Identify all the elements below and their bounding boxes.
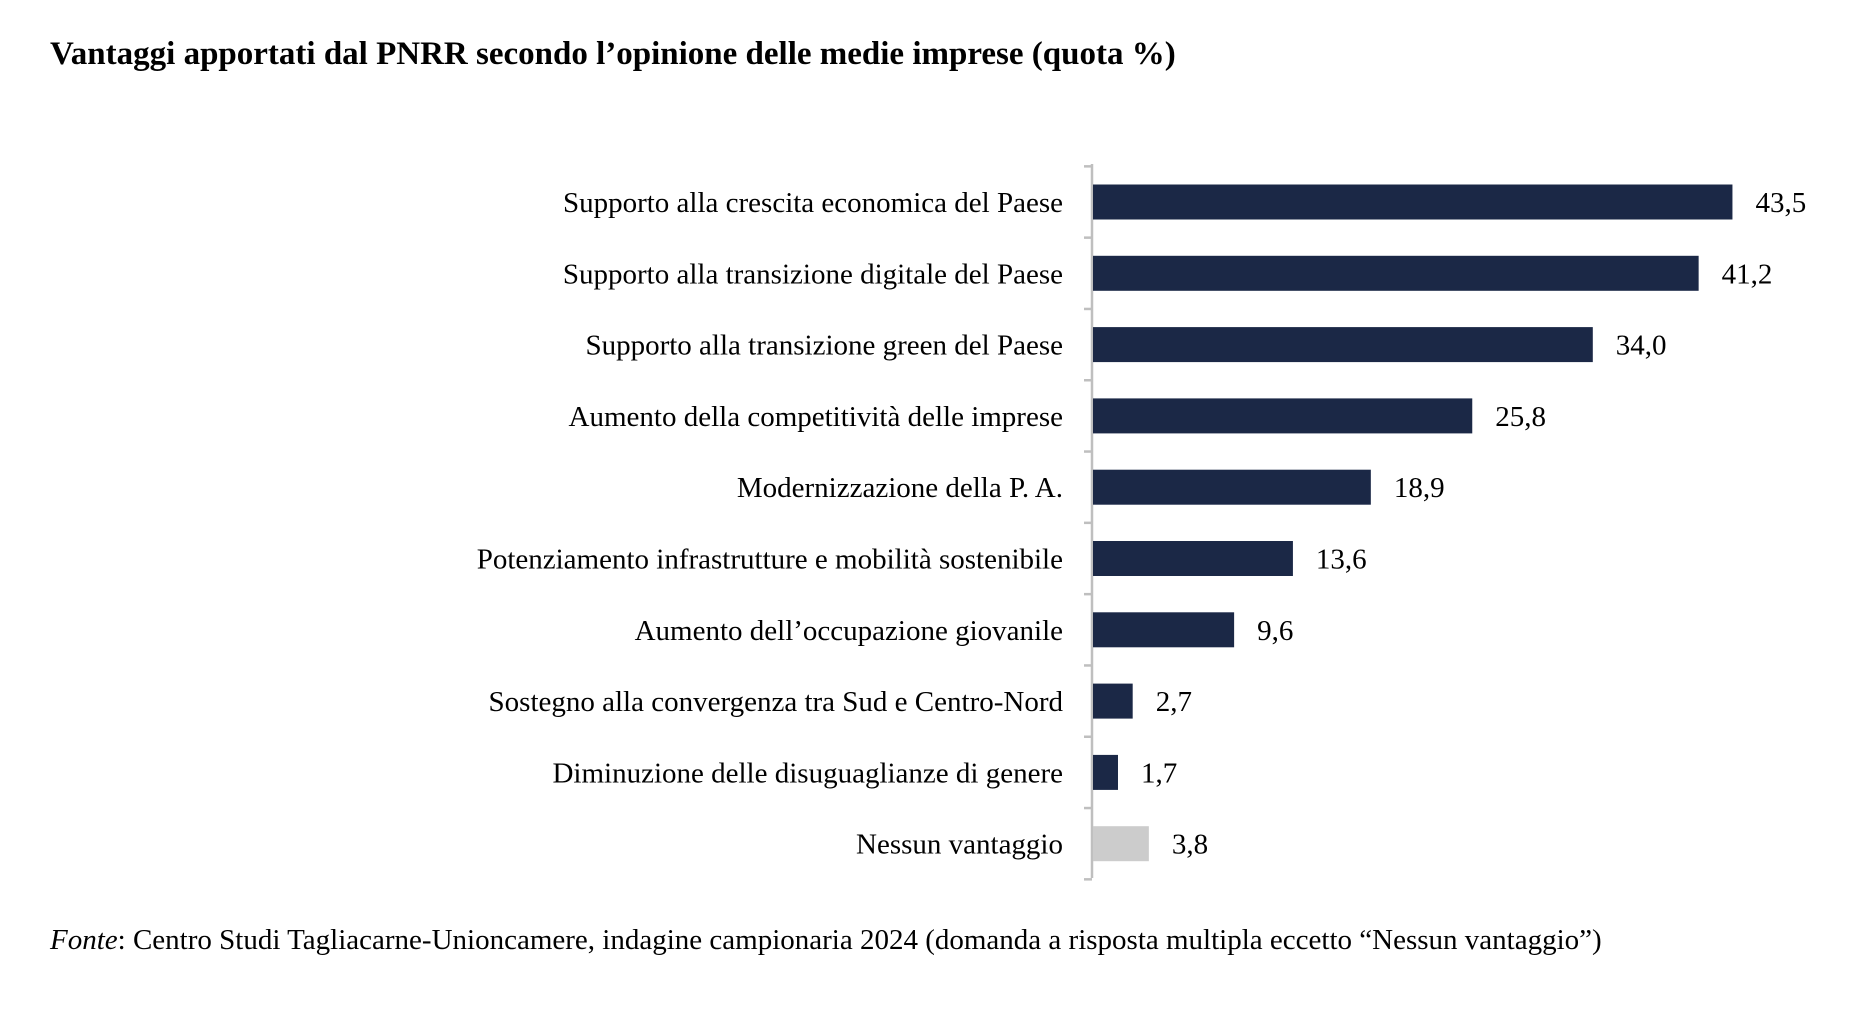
bar [1093, 683, 1133, 719]
bar [1093, 398, 1473, 434]
bar [1093, 327, 1593, 363]
bar [1093, 754, 1118, 790]
bar [1093, 612, 1235, 648]
bar [1093, 541, 1293, 576]
category-label: Nessun vantaggio [856, 829, 1063, 861]
value-label: 2,7 [1156, 686, 1192, 718]
chart-title: Vantaggi apportati dal PNRR secondo l’op… [50, 36, 1176, 72]
category-label: Sostegno alla convergenza tra Sud e Cent… [489, 686, 1064, 718]
category-label: Modernizzazione della P. A. [737, 472, 1063, 504]
value-label: 18,9 [1394, 472, 1445, 504]
source-note: Fonte: Centro Studi Tagliacarne-Unioncam… [50, 924, 1602, 957]
bar [1093, 826, 1149, 862]
category-label: Aumento della competitività delle impres… [569, 401, 1063, 433]
source-text: : Centro Studi Tagliacarne-Unioncamere, … [117, 924, 1602, 956]
category-label: Supporto alla transizione green del Paes… [585, 330, 1063, 362]
bar [1093, 255, 1699, 291]
value-label: 43,5 [1755, 187, 1806, 219]
value-label: 1,7 [1141, 757, 1177, 789]
category-label: Potenziamento infrastrutture e mobilità … [477, 544, 1063, 576]
value-label: 3,8 [1172, 829, 1208, 861]
value-label: 41,2 [1722, 258, 1773, 290]
bar-chart: Supporto alla crescita economica del Pae… [477, 164, 1806, 881]
value-label: 34,0 [1616, 330, 1667, 362]
value-label: 13,6 [1316, 544, 1367, 576]
value-label: 25,8 [1495, 401, 1546, 433]
bar [1093, 184, 1733, 220]
category-label: Supporto alla transizione digitale del P… [563, 258, 1063, 290]
bar [1093, 469, 1371, 505]
source-label: Fonte [50, 924, 118, 956]
category-label: Diminuzione delle disuguaglianze di gene… [552, 757, 1063, 789]
value-label: 9,6 [1257, 615, 1293, 647]
category-label: Aumento dell’occupazione giovanile [635, 615, 1063, 647]
category-label: Supporto alla crescita economica del Pae… [563, 187, 1063, 219]
